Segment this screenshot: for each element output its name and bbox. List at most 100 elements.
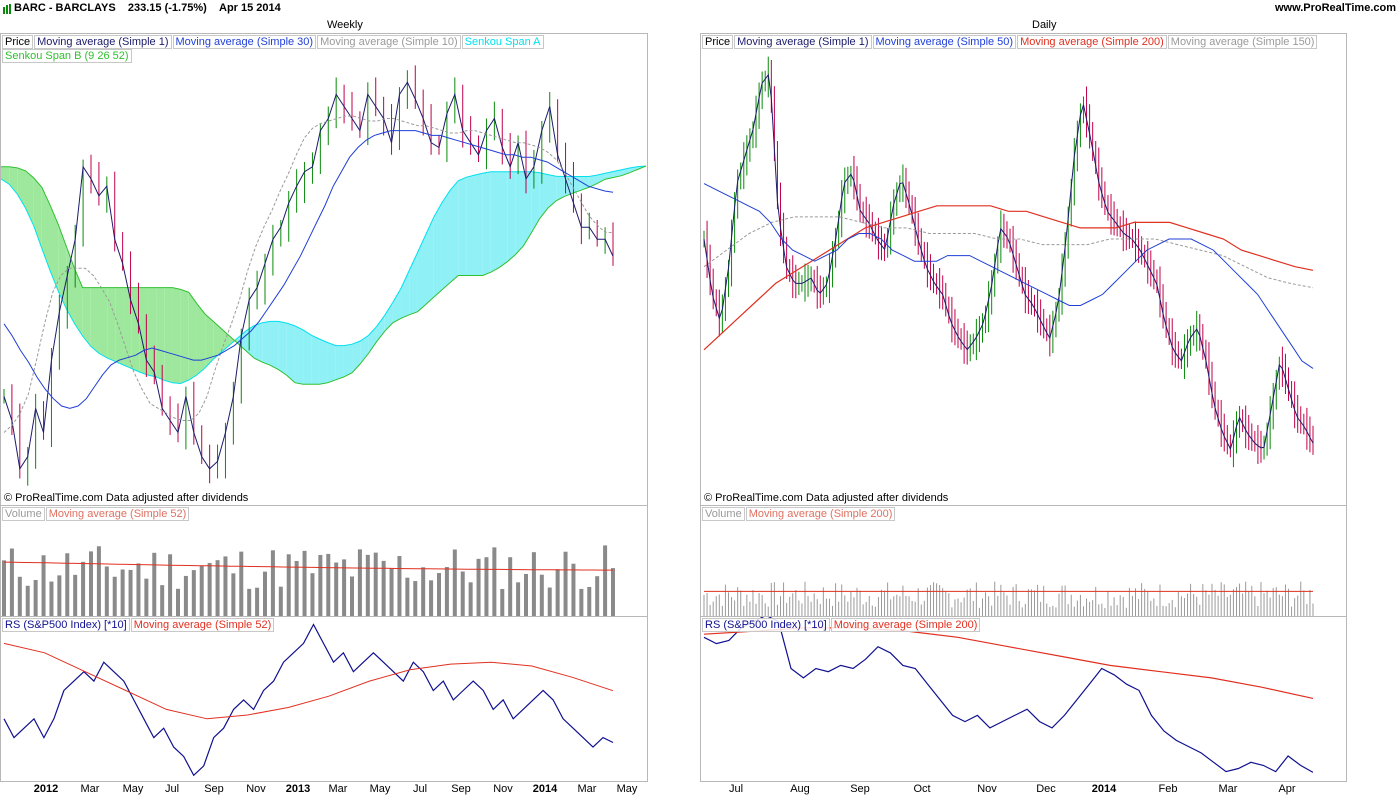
volume-bar (460, 571, 465, 616)
x-tick-label: May (369, 783, 391, 795)
volume-bar (587, 587, 592, 616)
weekly-price-panel[interactable]: Price Moving average (Simple 1) Moving ave… (0, 33, 648, 506)
ichimoku-cloud-segment (450, 180, 459, 283)
ichimoku-cloud-segment (303, 329, 312, 385)
x-tick-label: Apr (1278, 783, 1296, 795)
ichimoku-cloud-segment (319, 338, 328, 385)
ichimoku-cloud-segment (392, 288, 402, 323)
ma200-line (703, 205, 1314, 351)
ichimoku-cloud-segment (335, 345, 344, 380)
legend-item[interactable]: Moving average (Simple 52) (130, 618, 275, 632)
ichimoku-cloud-segment (262, 321, 271, 366)
volume-bar (9, 548, 14, 616)
legend-item[interactable]: Moving average (Simple 200) (1017, 35, 1167, 49)
x-tick-label: 2013 (285, 783, 311, 795)
volume-bar (492, 547, 497, 616)
price-line (703, 73, 1314, 451)
x-tick-label: Feb (1158, 783, 1178, 795)
volume-bar (342, 559, 347, 616)
volume-bar (278, 586, 283, 616)
ichimoku-cloud-segment (196, 303, 206, 375)
x-tick-label: May (616, 783, 638, 795)
ichimoku-cloud-segment (482, 171, 491, 276)
site-url[interactable]: www.ProRealTime.com (1274, 2, 1396, 14)
price-date: Apr 15 2014 (219, 2, 281, 14)
x-tick-label: Nov (246, 783, 266, 795)
legend-item[interactable]: Volume (2, 507, 45, 521)
legend-item[interactable]: Moving average (Simple 52) (45, 507, 190, 521)
ichimoku-cloud-segment (172, 287, 181, 384)
senkou-span-b-line (1, 165, 647, 385)
x-tick-label: Nov (493, 783, 513, 795)
ichimoku-cloud-segment (384, 302, 393, 332)
volume-bar (96, 546, 101, 616)
daily-rs-panel[interactable]: RS (S&P500 Index) [*10] Moving average (S… (700, 616, 1347, 782)
daily-x-axis: Jul Aug Sep Oct Nov Dec 2014 Feb Mar Apr (700, 781, 1345, 800)
legend-item[interactable]: RS (S&P500 Index) [*10] (702, 618, 830, 632)
legend-item[interactable]: Moving average (Simple 50) (872, 35, 1017, 49)
legend-item[interactable]: Moving average (Simple 10) (317, 35, 461, 49)
ichimoku-cloud-segment (621, 167, 630, 176)
ichimoku-cloud-segment (458, 177, 467, 276)
volume-bar (57, 575, 62, 616)
x-tick-label: Aug (790, 783, 810, 795)
ichimoku-cloud-segment (115, 287, 124, 365)
weekly-rs-panel[interactable]: RS (S&P500 Index) [*10] Moving average (S… (0, 616, 648, 782)
volume-bar (326, 553, 331, 616)
x-tick-label: May (122, 783, 144, 795)
volume-bar (41, 555, 46, 616)
legend-item[interactable]: Price (2, 35, 34, 49)
volume-bar (334, 562, 339, 616)
x-tick-label: 2012 (33, 783, 59, 795)
ichimoku-cloud-segment (531, 171, 540, 233)
volume-bar (73, 574, 78, 616)
legend-item[interactable]: Senkou Span A (461, 35, 544, 49)
ichimoku-cloud-segment (286, 323, 295, 383)
volume-bar (239, 551, 244, 616)
ichimoku-cloud-segment (613, 169, 622, 178)
volume-bar (183, 575, 188, 616)
ichimoku-cloud-segment (409, 252, 418, 315)
ichimoku-cloud-segment (164, 287, 173, 383)
ichimoku-cloud-segment (237, 330, 246, 351)
volume-bar (168, 554, 173, 616)
daily-price-panel[interactable]: Price Moving average (Simple 1) Moving ave… (700, 33, 1347, 506)
legend-item[interactable]: Moving average (Simple 30) (172, 35, 317, 49)
volume-bar (547, 587, 552, 616)
legend-item[interactable]: Moving average (Simple 150) (1167, 35, 1318, 49)
plot-area (1, 65, 647, 486)
ichimoku-cloud-segment (213, 321, 222, 360)
legend-item[interactable]: Senkou Span B (9 26 52) (2, 49, 132, 63)
volume-bar (89, 551, 93, 616)
legend-item[interactable]: Moving average (Simple 200) (830, 618, 981, 632)
legend-item[interactable]: Moving average (Simple 1) (734, 35, 872, 49)
ichimoku-cloud-segment (98, 287, 108, 358)
rs-ma-line (3, 642, 614, 720)
volume-bar (468, 582, 473, 616)
legend-item[interactable]: Moving average (Simple 1) (34, 35, 172, 49)
ichimoku-cloud-segment (107, 287, 116, 362)
price-line (3, 81, 614, 471)
rs-line (703, 617, 1314, 773)
volume-bar (524, 573, 528, 616)
volume-bar (128, 569, 133, 616)
volume-bar (65, 553, 70, 616)
volume-bar (555, 569, 560, 616)
x-tick-label: Nov (977, 783, 997, 795)
volume-bar (603, 545, 608, 616)
volume-bar (365, 554, 370, 616)
legend-item[interactable]: Price (702, 35, 734, 49)
volume-bar (191, 570, 196, 616)
weekly-panel-label: Weekly (327, 19, 363, 31)
ichimoku-cloud-segment (466, 175, 475, 276)
ichimoku-cloud-segment (441, 190, 451, 290)
legend-item[interactable]: RS (S&P500 Index) [*10] (2, 618, 130, 632)
ichimoku-cloud-segment (376, 315, 385, 342)
volume-bar (508, 557, 513, 616)
legend-item[interactable]: Moving average (Simple 200) (745, 507, 896, 521)
legend-item[interactable]: Volume (702, 507, 745, 521)
x-tick-label: Sep (451, 783, 471, 795)
ichimoku-cloud-segment (597, 173, 606, 184)
